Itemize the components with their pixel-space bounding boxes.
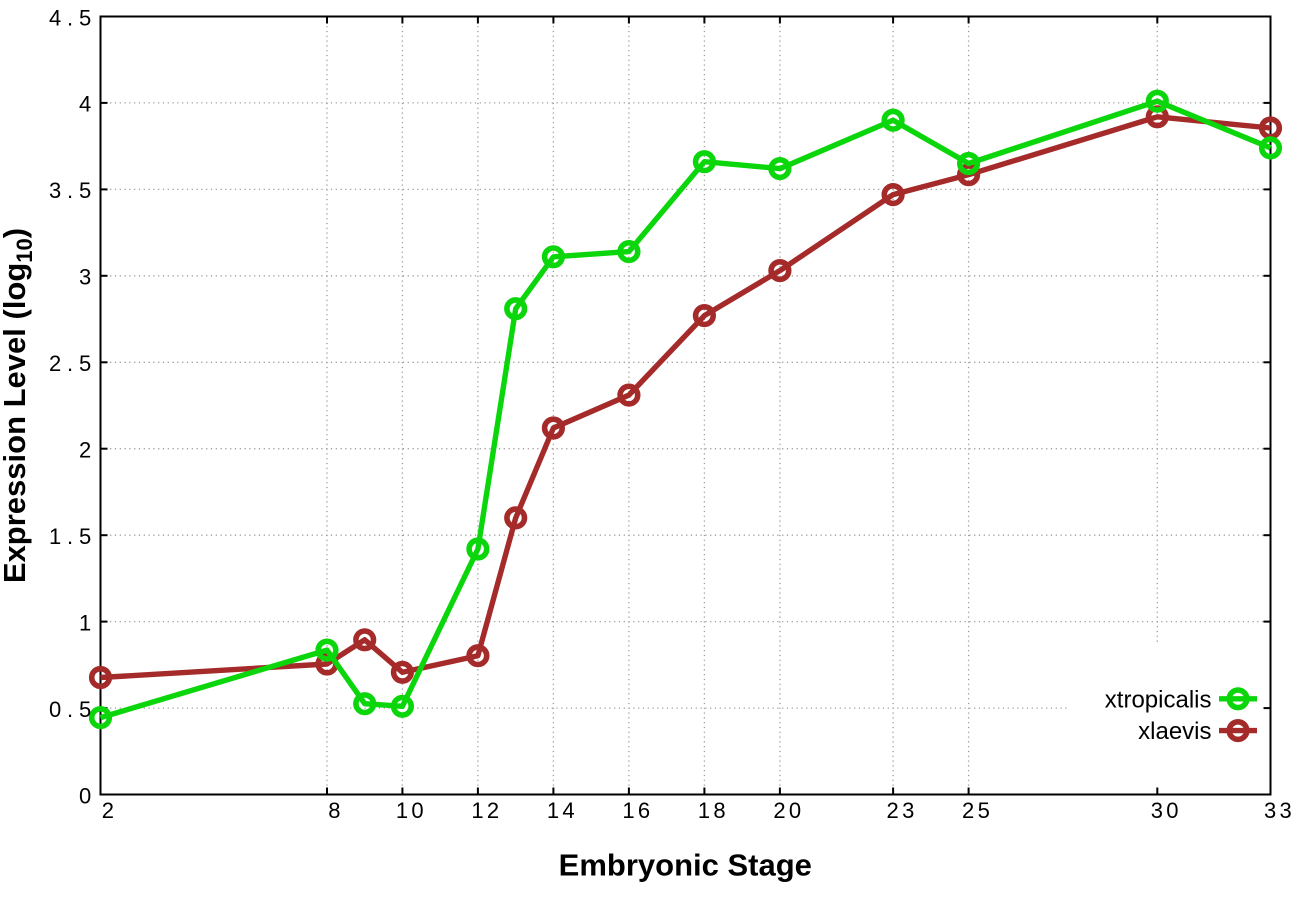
svg-text:12: 12 xyxy=(471,798,502,823)
svg-text:xlaevis: xlaevis xyxy=(1138,718,1211,745)
svg-text:8: 8 xyxy=(328,798,344,823)
svg-text:2: 2 xyxy=(102,798,118,823)
svg-text:33: 33 xyxy=(1264,798,1295,823)
svg-text:1.5: 1.5 xyxy=(49,524,95,549)
svg-text:20: 20 xyxy=(773,798,804,823)
svg-text:2: 2 xyxy=(79,438,95,463)
svg-text:4: 4 xyxy=(79,92,95,117)
svg-text:3.5: 3.5 xyxy=(49,178,95,203)
svg-text:30: 30 xyxy=(1151,798,1182,823)
svg-text:18: 18 xyxy=(698,798,729,823)
svg-text:16: 16 xyxy=(622,798,653,823)
svg-text:23: 23 xyxy=(887,798,918,823)
svg-text:10: 10 xyxy=(396,798,427,823)
svg-text:0: 0 xyxy=(79,783,95,808)
svg-text:4.5: 4.5 xyxy=(49,5,95,30)
svg-text:2.5: 2.5 xyxy=(49,351,95,376)
svg-text:1: 1 xyxy=(79,610,95,635)
svg-text:Embryonic Stage: Embryonic Stage xyxy=(559,848,812,883)
svg-text:14: 14 xyxy=(547,798,578,823)
svg-text:3: 3 xyxy=(79,265,95,290)
svg-text:Expression Level (log10): Expression Level (log10) xyxy=(0,228,37,583)
svg-text:xtropicalis: xtropicalis xyxy=(1105,686,1212,713)
svg-text:0.5: 0.5 xyxy=(49,697,95,722)
svg-text:25: 25 xyxy=(962,798,993,823)
